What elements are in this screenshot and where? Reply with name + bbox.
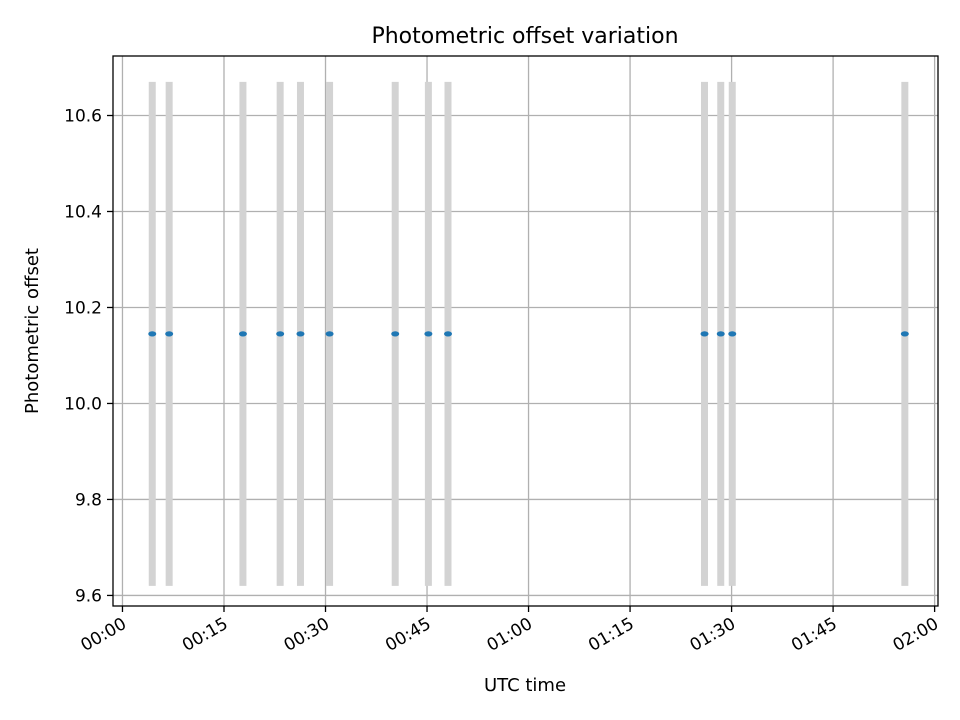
data-point: [391, 331, 400, 337]
y-tick-label: 9.6: [75, 586, 102, 606]
y-tick-label: 9.8: [75, 490, 102, 510]
plot-frame: [112, 55, 939, 607]
chart-title: Photometric offset variation: [371, 24, 678, 49]
data-point: [900, 331, 909, 337]
data-point: [296, 331, 305, 337]
y-tick-label: 10.6: [64, 107, 102, 127]
data-point: [424, 331, 433, 337]
data-point: [325, 331, 334, 337]
data-point: [148, 331, 157, 337]
data-point: [716, 331, 725, 337]
x-axis-label: UTC time: [484, 675, 566, 696]
data-point: [728, 331, 737, 337]
data-point: [165, 331, 174, 337]
y-tick-label: 10.4: [64, 202, 102, 222]
data-points: [148, 331, 909, 337]
y-tick-label: 10.0: [64, 394, 102, 414]
data-point: [276, 331, 285, 337]
data-point: [444, 331, 453, 337]
data-point: [238, 331, 247, 337]
y-tick-label: 10.2: [64, 298, 102, 318]
y-axis-ticks: 9.6 9.8 10.0 10.2 10.4 10.6: [64, 107, 113, 606]
grid: [113, 56, 938, 606]
y-axis-label: Photometric offset: [22, 248, 43, 414]
data-point: [700, 331, 709, 337]
